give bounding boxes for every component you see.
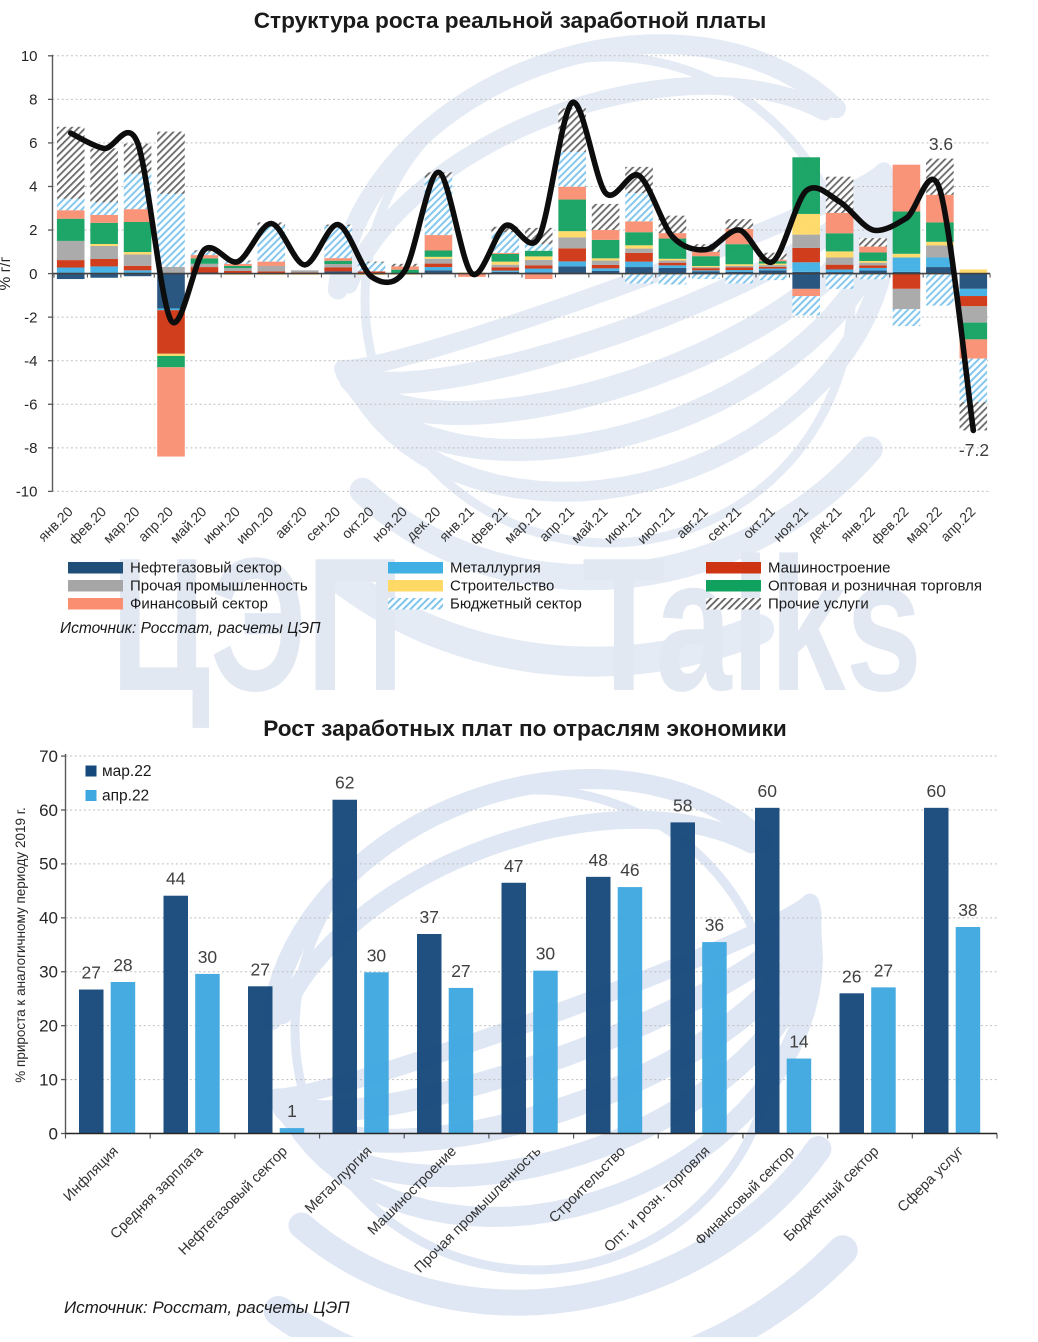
svg-text:28: 28 xyxy=(113,955,132,975)
svg-text:30: 30 xyxy=(536,944,556,964)
svg-text:40: 40 xyxy=(39,909,58,928)
svg-text:Строительство: Строительство xyxy=(450,578,554,595)
svg-text:50: 50 xyxy=(39,855,58,874)
svg-text:60: 60 xyxy=(39,801,58,820)
svg-text:30: 30 xyxy=(39,963,58,982)
svg-text:1: 1 xyxy=(287,1101,297,1121)
svg-text:Источник: Росстат, расчеты ЦЭП: Источник: Росстат, расчеты ЦЭП xyxy=(60,620,321,637)
svg-text:Источник: Росстат, расчеты ЦЭП: Источник: Росстат, расчеты ЦЭП xyxy=(64,1298,350,1317)
svg-text:48: 48 xyxy=(589,850,608,870)
svg-text:Рост заработных плат по отрасл: Рост заработных плат по отраслям экономи… xyxy=(263,716,786,741)
svg-text:Бюджетный сектор: Бюджетный сектор xyxy=(450,596,582,613)
svg-text:2: 2 xyxy=(29,222,37,239)
svg-text:62: 62 xyxy=(335,773,354,793)
svg-text:Прочая промышленность: Прочая промышленность xyxy=(130,578,308,595)
svg-text:10: 10 xyxy=(21,48,38,65)
svg-text:0: 0 xyxy=(49,1124,58,1143)
svg-text:27: 27 xyxy=(874,960,893,980)
svg-text:38: 38 xyxy=(958,900,977,920)
svg-text:-6: -6 xyxy=(24,396,37,413)
svg-text:Нефтегазовый сектор: Нефтегазовый сектор xyxy=(130,560,282,577)
svg-text:60: 60 xyxy=(927,781,947,801)
svg-text:20: 20 xyxy=(39,1016,58,1035)
svg-text:Машиностроение: Машиностроение xyxy=(768,560,890,577)
svg-text:70: 70 xyxy=(39,747,58,766)
svg-text:апр.22: апр.22 xyxy=(102,788,149,805)
svg-text:58: 58 xyxy=(673,795,692,815)
svg-text:8: 8 xyxy=(29,92,37,109)
svg-text:60: 60 xyxy=(758,781,778,801)
svg-text:36: 36 xyxy=(705,915,724,935)
svg-text:3.6: 3.6 xyxy=(929,134,953,154)
svg-text:47: 47 xyxy=(504,856,523,876)
svg-text:-4: -4 xyxy=(24,353,37,370)
svg-text:30: 30 xyxy=(367,945,387,965)
svg-text:-2: -2 xyxy=(24,309,37,326)
svg-text:46: 46 xyxy=(620,860,639,880)
svg-text:% прироста к аналогичному пери: % прироста к аналогичному периоду 2019 г… xyxy=(13,807,28,1083)
svg-text:6: 6 xyxy=(29,135,37,152)
svg-text:14: 14 xyxy=(789,1032,809,1052)
svg-text:27: 27 xyxy=(451,961,470,981)
svg-text:30: 30 xyxy=(198,947,218,967)
svg-text:ЦЭП: ЦЭП xyxy=(111,519,404,731)
svg-text:Оптовая и розничная торговля: Оптовая и розничная торговля xyxy=(768,578,982,595)
svg-text:0: 0 xyxy=(29,266,37,283)
svg-text:-7.2: -7.2 xyxy=(959,440,989,460)
svg-text:-8: -8 xyxy=(24,440,37,457)
svg-text:Talks: Talks xyxy=(582,519,922,731)
svg-text:Финансовый сектор: Финансовый сектор xyxy=(130,596,268,613)
svg-text:44: 44 xyxy=(166,869,186,889)
svg-text:26: 26 xyxy=(842,966,861,986)
svg-text:4: 4 xyxy=(29,179,37,196)
svg-text:27: 27 xyxy=(82,963,101,983)
svg-text:Металлургия: Металлургия xyxy=(450,560,541,577)
svg-text:27: 27 xyxy=(251,959,270,979)
svg-text:10: 10 xyxy=(39,1070,58,1089)
svg-text:-10: -10 xyxy=(16,484,38,501)
svg-text:Структура роста реальной зараб: Структура роста реальной заработной плат… xyxy=(254,8,767,33)
svg-text:37: 37 xyxy=(420,907,439,927)
svg-text:мар.22: мар.22 xyxy=(102,763,151,780)
svg-text:% г/г: % г/г xyxy=(0,256,14,290)
svg-text:Прочие услуги: Прочие услуги xyxy=(768,596,869,613)
